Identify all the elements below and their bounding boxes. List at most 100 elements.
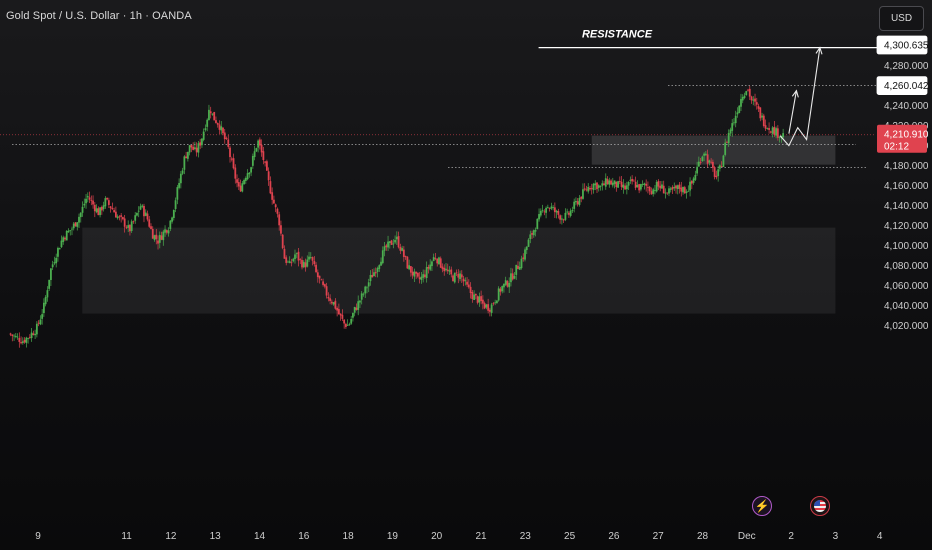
candle-body [719,165,721,169]
candle-body [722,155,725,167]
candle-body [229,147,231,158]
candle-body [666,192,669,194]
candle-body [775,128,778,136]
candle-body [703,153,706,156]
candle-body [636,184,639,188]
lightning-icon[interactable]: ⚡ [752,496,772,516]
y-tick-label: 4,280.000 [884,61,929,72]
candle-body [248,172,251,175]
candle-body [696,166,698,174]
x-tick-label: 27 [653,531,665,542]
candle-body [35,323,38,335]
candle-body [425,267,428,278]
y-tick-label: 4,240.000 [884,101,929,112]
candle-body [664,192,667,194]
candle-body [202,131,205,140]
candle-body [141,205,144,207]
candle-body [629,179,632,181]
x-tick-label: Dec [738,531,756,542]
candle-body [360,293,363,300]
candle-body [532,230,535,236]
candle-body [706,154,709,164]
currency-button[interactable]: USD [879,6,924,31]
candle-body [773,126,776,136]
x-tick-label: 9 [35,531,41,542]
candle-body [50,268,52,281]
candle-body [431,261,433,267]
candle-body [736,112,739,115]
candle-body [552,207,555,208]
candle-body [525,246,528,251]
candle-body [48,279,51,289]
candle-body [661,184,663,189]
resistance-label: RESISTANCE [582,29,653,41]
candle-body [100,206,103,211]
candle-body [443,267,446,272]
candle-body [28,336,31,338]
upper-zone [591,135,836,165]
candle-body [550,206,553,209]
candle-body [257,140,260,148]
candle-body [99,207,101,216]
candle-body [211,113,214,115]
candle-body [599,186,602,187]
candle-body [65,231,68,241]
candle-body [404,256,407,258]
candle-body [137,210,140,212]
x-tick-label: 2 [788,531,794,542]
y-tick-label: 4,140.000 [884,201,929,212]
candle-body [132,221,135,223]
candle-body [448,270,451,272]
candle-body [508,282,511,288]
candle-body [606,179,609,185]
candle-body [568,212,570,215]
candle-body [671,187,674,190]
candle-body [155,234,158,240]
candle-body [580,196,583,199]
candle-body [102,205,105,210]
candle-body [107,200,110,205]
candle-body [662,185,665,194]
candle-body [639,184,642,190]
candle-body [562,219,565,221]
candle-body [157,240,159,244]
candle-body [309,257,312,258]
recent-high-price-label: 4,260.042 [884,81,929,92]
candle-body [657,181,660,187]
candle-body [683,187,686,194]
candle-body [125,227,128,229]
candle-body [441,266,444,270]
candle-body [313,261,316,265]
candle-body [130,221,133,231]
candle-body [250,167,252,173]
candle-body [46,290,49,298]
candle-body [20,342,22,344]
candle-body [531,233,533,235]
candle-body [527,239,530,247]
x-tick-label: 4 [877,531,883,542]
candle-body [650,191,653,195]
us-flag-icon[interactable] [810,496,830,516]
candle-body [183,156,186,170]
candle-body [622,184,625,188]
candle-body [136,212,138,216]
candle-body [253,151,256,158]
candle-body [39,319,42,325]
candle-body [348,324,351,325]
candle-body [325,286,328,296]
candle-body [559,215,562,220]
candle-body [682,186,684,193]
candle-body [680,187,683,192]
candle-body [648,186,651,192]
candle-body [278,214,281,226]
candle-body [237,182,240,187]
candle-body [503,283,505,288]
candle-body [411,271,414,276]
candle-body [436,258,439,264]
x-tick-label: 26 [608,531,620,542]
y-tick-label: 4,040.000 [884,301,929,312]
candle-body [776,128,779,138]
candle-body [23,339,26,343]
